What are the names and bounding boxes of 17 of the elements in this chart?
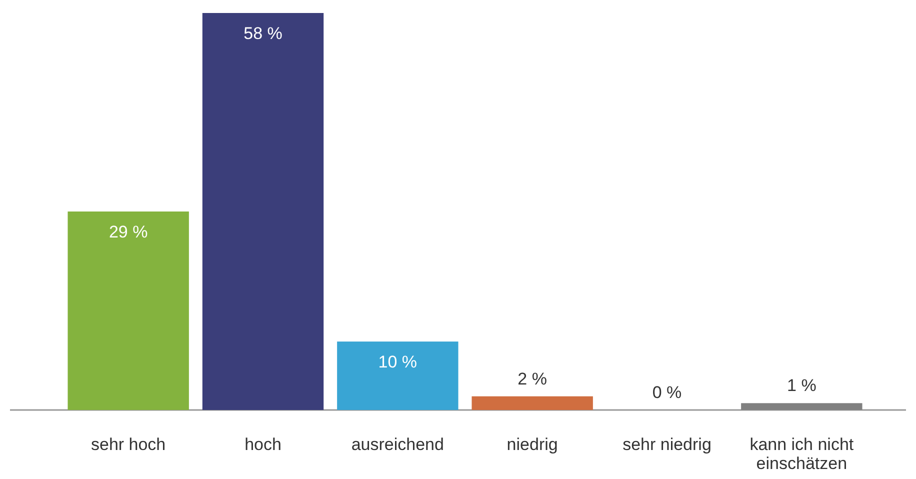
data-label: 1 % xyxy=(787,376,816,396)
bar xyxy=(68,212,189,410)
x-tick-label: kann ich nicht einschätzen xyxy=(750,435,854,473)
bar xyxy=(337,342,458,410)
x-tick-label: hoch xyxy=(244,435,282,454)
data-label: 2 % xyxy=(518,369,547,388)
data-label: 29 % xyxy=(108,222,148,242)
x-tick-label: sehr hoch xyxy=(90,435,166,454)
x-tick-label: ausreichend xyxy=(351,435,444,454)
bar xyxy=(472,396,593,410)
data-label: 0 % xyxy=(652,383,682,402)
data-label: 58 % xyxy=(244,24,282,43)
data-label: 10 % xyxy=(378,352,418,372)
bar xyxy=(202,13,324,410)
x-tick-label: sehr niedrig xyxy=(622,435,712,454)
x-tick-label: niedrig xyxy=(506,435,558,454)
bar xyxy=(741,403,862,410)
